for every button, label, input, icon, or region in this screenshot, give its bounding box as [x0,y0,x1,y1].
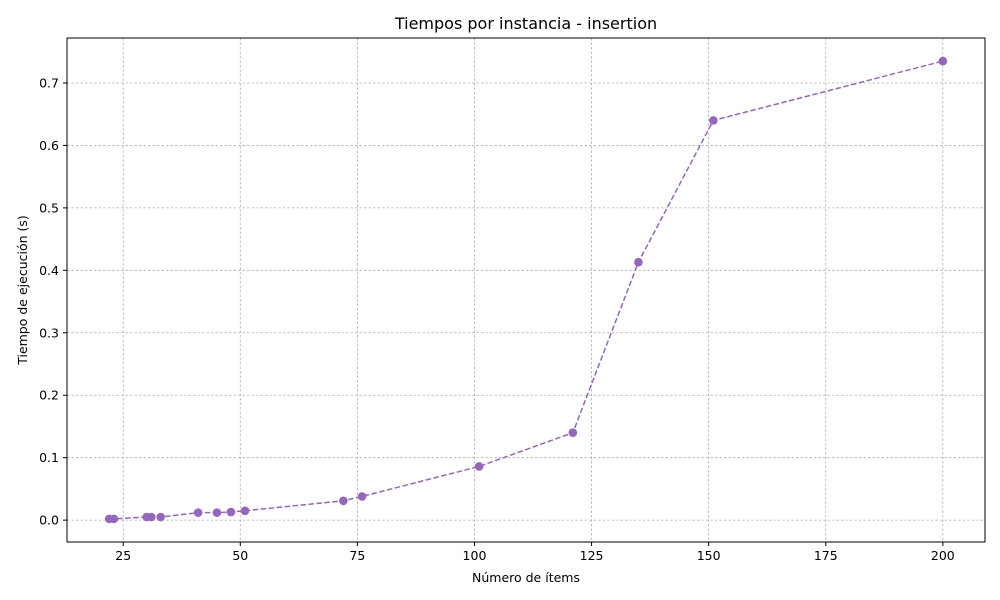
x-tick-label: 200 [931,548,955,563]
x-tick-label: 25 [115,548,131,563]
plot-frame [66,37,986,543]
x-axis-title: Número de ítems [472,570,580,585]
x-tick-label: 75 [349,548,365,563]
data-point [156,512,165,522]
data-point [109,514,119,524]
x-tick-label: 150 [697,548,721,563]
x-tick-label: 100 [463,548,487,563]
y-tick-label: 0.0 [39,513,59,528]
data-point [474,462,484,471]
x-tick-label: 125 [580,548,604,563]
data-series [104,56,948,524]
data-point [938,56,948,66]
y-tick-label: 0.5 [39,200,59,215]
x-tick-label: 175 [814,548,838,563]
data-point [357,492,367,501]
y-tick-label: 0.7 [39,75,59,90]
data-point [240,506,250,516]
y-tick-label: 0.1 [39,450,59,465]
chart-title: Tiempos por instancia - insertion [394,14,657,33]
data-point [709,116,718,125]
data-point [634,257,643,267]
y-tick-label: 0.2 [39,388,59,403]
data-point [147,512,156,522]
data-point [212,508,222,517]
y-axis-title: Tiempo de ejecución (s) [15,215,30,366]
series-line [109,60,944,520]
data-point [193,508,203,517]
y-tick-label: 0.3 [39,325,59,340]
y-tick-label: 0.6 [39,138,59,153]
y-tick-label: 0.4 [39,263,59,278]
grid [67,38,985,542]
x-tick-label: 50 [232,548,248,563]
data-point [226,507,236,517]
data-point [339,496,348,506]
data-point [568,428,578,438]
axis-ticks: 25 50 75 100 125 150 175 200 0.0 0.1 0.2 0.3 0.4 0.5 0… [39,75,955,563]
